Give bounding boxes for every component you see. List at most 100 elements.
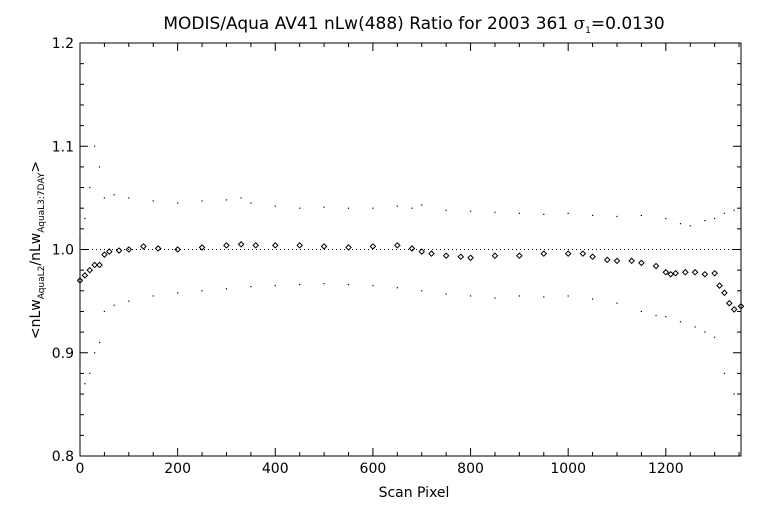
series-mean-point-14	[237, 241, 245, 248]
series-lower-point-32	[694, 326, 696, 328]
series-lower-point-8	[152, 295, 154, 297]
series-mean-point-10	[154, 245, 162, 252]
series-mean-point-28	[491, 252, 499, 260]
series-lower-point-14	[299, 284, 301, 286]
y-axis-label-sub2: AquaL3:7DAY	[37, 172, 47, 233]
series-upper-point-23	[469, 210, 472, 212]
series-mean-point-24	[428, 250, 435, 257]
series-mean-point-17	[296, 242, 303, 249]
series-mean-point-35	[613, 257, 621, 265]
series-mean-point-45	[711, 269, 718, 277]
series-upper-point-24	[494, 211, 496, 213]
series-lower-point-26	[591, 298, 594, 300]
series-mean-point-8	[125, 246, 133, 253]
series-upper-point-28	[591, 214, 594, 217]
series-lower-point-1	[84, 383, 86, 385]
series-mean-point-2	[86, 266, 94, 274]
series-mean-point-13	[223, 242, 230, 249]
series-upper-point-10	[201, 200, 203, 202]
series-lower-point-18	[396, 287, 398, 289]
series-lower-point-6	[113, 304, 115, 306]
series-upper-point-8	[152, 200, 154, 202]
y-axis-label: <nLwAquaL2/nLwAquaL3:7DAY>	[28, 161, 47, 339]
series-lower-point-12	[250, 286, 252, 288]
series-lower-point-20	[445, 293, 447, 295]
series-mean-point-4	[96, 261, 103, 269]
series-lower-point-21	[469, 295, 472, 297]
series-upper-point-9	[177, 202, 179, 204]
series-upper-point-12	[240, 197, 242, 199]
y-tick-label-3: 1.1	[52, 139, 74, 155]
series-mean-point-22	[408, 245, 416, 252]
x-tick-label-0: 0	[76, 461, 85, 477]
series-mean-point-50	[737, 302, 745, 310]
series-mean-point-30	[540, 250, 548, 257]
series-mean-point-16	[271, 242, 279, 249]
series-mean-point-7	[115, 247, 123, 254]
series-upper-point-37	[733, 209, 735, 211]
series-lower-point-27	[616, 302, 618, 304]
series-lower-point-31	[679, 321, 682, 323]
series-upper-point-18	[372, 207, 374, 209]
y-tick-label-4: 1.2	[52, 36, 74, 52]
series-lower-point-5	[103, 310, 106, 313]
series-mean-point-36	[628, 257, 635, 265]
series-upper-point-0	[79, 238, 81, 240]
series-mean-point-29	[516, 252, 523, 260]
x-tick-label-6: 1200	[648, 461, 684, 477]
series-lower-point-13	[274, 285, 276, 287]
series-lower-point-33	[704, 331, 706, 333]
chart-title-sigma-sub: 1	[585, 26, 591, 36]
series-upper-point-14	[274, 205, 276, 207]
series-lower-point-25	[567, 295, 569, 297]
series-lower-point-3	[94, 352, 96, 354]
series-mean-point-12	[198, 244, 206, 251]
series-mean-point-26	[457, 253, 465, 261]
y-tick-label-0: 0.8	[52, 449, 74, 465]
series-lower-point-9	[177, 292, 179, 294]
series-mean-point-6	[105, 248, 113, 255]
series-upper-point-35	[714, 217, 716, 220]
series-upper-point-31	[665, 217, 667, 220]
x-tick-label-3: 600	[360, 461, 387, 477]
series-lower-point-34	[714, 336, 716, 338]
series-mean-point-23	[418, 248, 426, 255]
series-lower-point-11	[225, 288, 228, 290]
series-mean-point-1	[81, 272, 89, 279]
series-mean-point-44	[701, 270, 709, 278]
series-lower-point-23	[518, 295, 520, 297]
series-upper-point-25	[518, 212, 520, 214]
series-mean-point-31	[564, 250, 572, 257]
series-lower-point-30	[665, 316, 667, 318]
series-upper-point-26	[543, 213, 545, 215]
series-mean-point-0	[76, 277, 84, 284]
x-axis-label: Scan Pixel	[379, 485, 450, 501]
x-tick-label-5: 1000	[550, 461, 586, 477]
x-tick-label-2: 400	[262, 461, 289, 477]
y-tick-label-1: 0.9	[52, 346, 74, 362]
series-upper-point-13	[250, 202, 252, 204]
series-mean-point-49	[730, 306, 738, 313]
series-mean-point-5	[101, 251, 108, 258]
series-upper-point-2	[89, 186, 91, 189]
series-lower-point-24	[543, 296, 545, 298]
series-mean-point-20	[369, 243, 377, 250]
series-mean-point-38	[652, 262, 660, 270]
series-upper-point-33	[689, 225, 691, 227]
series-lower-point-22	[494, 297, 496, 299]
y-axis-label-close: >	[28, 161, 44, 173]
series-upper-point-16	[323, 206, 325, 208]
series-upper-point-17	[347, 207, 350, 209]
series-upper-point-29	[616, 215, 618, 218]
series-lower-point-4	[98, 341, 101, 344]
series-mean-point-41	[672, 269, 679, 277]
series-lower-point-37	[740, 414, 742, 416]
series-lower-point-10	[201, 290, 203, 292]
series-upper-point-1	[84, 217, 86, 220]
series-mean-point-21	[394, 242, 401, 249]
series-mean-point-46	[716, 282, 723, 289]
series-mean-point-19	[345, 244, 352, 251]
series-mean-point-37	[638, 259, 645, 267]
y-axis-label-sub1: AquaL2	[37, 266, 47, 300]
series-mean-point-27	[467, 254, 474, 262]
